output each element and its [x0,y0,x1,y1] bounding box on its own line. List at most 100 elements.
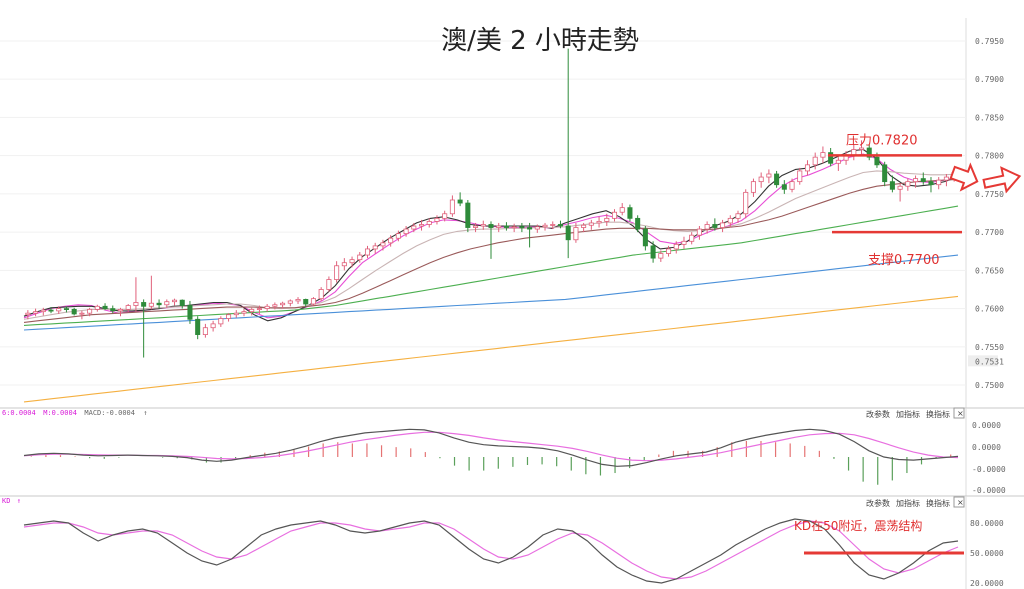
kd-header-item: KD [2,497,10,505]
candle-body [519,226,525,229]
candle-body [696,228,702,236]
kd-toolbar-button[interactable]: 加指标 [896,498,920,508]
candle-body [117,308,124,312]
candle-body [442,213,448,219]
candle-body [133,302,139,306]
candle-body [627,207,633,219]
candle-body [63,308,69,310]
kd-header: KD ↑ [2,497,21,505]
moving-average-line [23,254,959,331]
candle-body [187,305,193,320]
candle-body [241,311,247,314]
candle-body [735,213,741,219]
main-panel: 0.7950 0.7900 0.7850 0.7800 0.7750 0.7700 0.76… [0,18,1004,408]
candle-body [550,224,556,226]
kd-header-item: ↑ [17,497,21,505]
candle-body [565,225,571,241]
candle-body [936,179,942,186]
candle-body [349,259,355,264]
candle-body [303,299,309,305]
candle-body [635,217,641,230]
kd-close-button[interactable] [953,496,965,508]
close-icon[interactable]: × [957,498,964,507]
candle-body [310,298,316,305]
main-y-tick-label: 0.7950 [975,37,1004,46]
candle-body [411,225,417,230]
macd-toolbar-button[interactable]: 换指标 [926,409,950,419]
resistance-label: 压力0.7820 [846,133,918,148]
candle-body [897,185,903,190]
candle-body [573,227,579,241]
candle-body [704,224,710,230]
candle-body [681,240,687,245]
kd-toolbar-button[interactable]: 改参数 [866,498,890,508]
candle-body [619,207,625,213]
candle-body [642,228,648,247]
candle-body [588,222,594,226]
candle-body [905,181,911,187]
annotations: 压力0.7820 支撑0.7700 KD在50附近，震荡结构 [794,133,1022,555]
kd-annotation: KD在50附近，震荡结构 [794,518,922,533]
candle-body [666,248,672,254]
candle-body [334,265,340,280]
macd-toolbar-button[interactable]: 加指标 [896,409,920,419]
candle-body [395,233,401,239]
candle-body [179,299,185,306]
current-price-box [968,355,998,367]
main-y-tick-label: 0.7600 [975,305,1004,314]
candle-body [766,173,772,178]
current-price-label: 0.7531 [975,357,1004,366]
macd-dea-line [23,431,959,462]
candle-body [596,221,602,224]
moving-average-line [23,205,959,326]
candle-body [658,253,664,259]
candle-body [673,243,679,250]
macd-y-tick-label: -0.0000 [972,465,1006,474]
candle-body [419,224,425,227]
candle-body [488,224,494,228]
candle-body [913,178,919,183]
candle-body [727,217,733,224]
main-y-tick-label: 0.7750 [975,190,1004,199]
main-y-tick-label: 0.7900 [975,75,1004,84]
candle-body [828,152,834,164]
candle-body [426,221,432,225]
candle-body [40,309,46,313]
candle-body [341,262,347,267]
candle-body [774,173,780,186]
macd-y-tick-label: 0.0000 [972,443,1001,452]
kd-toolbar: 改参数 加指标 换指标 × [866,496,965,508]
candle-body [249,308,255,313]
candle-body [465,202,471,228]
kd-d-line [23,520,959,580]
candlesticks [25,48,957,358]
candle-body [71,308,77,315]
candle-body [812,156,818,166]
macd-panel: 6:0.0004 M:0.0004 MACD:-0.0004 ↑ 改参数 加指标 换指标 ×… [2,407,1006,496]
candle-body [25,312,31,316]
kd-panel: KD ↑ 改参数 加指标 换指标 × 80.0000 50.0000 20.0000 [2,496,1004,589]
candle-body [503,225,509,228]
kd-k-line [23,518,959,584]
candle-body [928,181,934,186]
kd-toolbar-button[interactable]: 换指标 [926,498,950,508]
candle-body [750,181,756,193]
arrow-right-icon [982,166,1022,194]
kd-lines [23,518,959,584]
close-icon[interactable]: × [957,409,964,418]
macd-y-tick-label: -0.0000 [972,486,1006,495]
macd-toolbar: 改参数 加指标 换指标 × [866,407,965,419]
macd-toolbar-button[interactable]: 改参数 [866,409,890,419]
macd-close-button[interactable] [953,407,965,419]
candle-body [295,299,301,302]
candle-body [581,224,587,228]
candle-body [233,312,239,316]
kd-y-tick-label: 80.0000 [970,519,1004,528]
candle-body [125,305,131,310]
main-y-tick-label: 0.7850 [975,113,1004,122]
candle-body [496,225,502,228]
candle-body [102,305,108,309]
candle-body [380,242,386,247]
